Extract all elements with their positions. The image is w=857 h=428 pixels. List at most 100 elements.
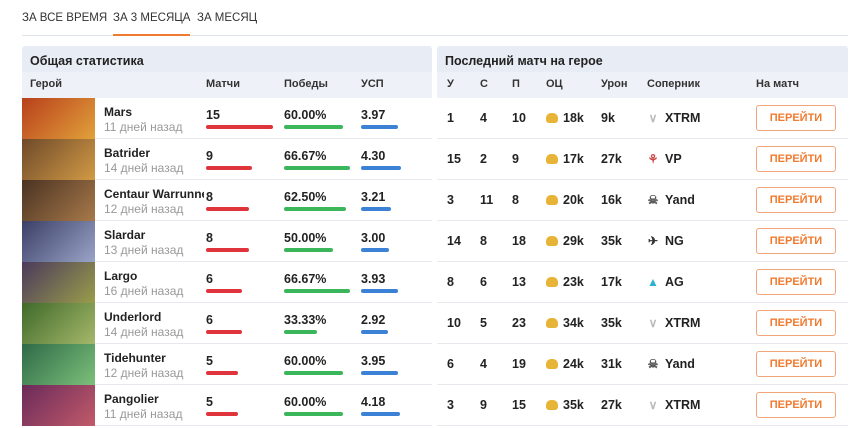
usp-bar xyxy=(361,371,398,375)
hero-row[interactable]: Centaur Warrunner 12 дней назад 8 62.50%… xyxy=(22,180,432,221)
gold-icon xyxy=(546,113,558,123)
matches-value: 6 xyxy=(206,272,213,286)
opponent-name: XTRM xyxy=(665,111,701,125)
tab-month[interactable]: ЗА МЕСЯЦ xyxy=(197,12,258,24)
gold-icon xyxy=(546,195,558,205)
tab-all-time[interactable]: ЗА ВСЕ ВРЕМЯ xyxy=(22,12,108,24)
assists: 23 xyxy=(512,316,526,330)
matches-value: 5 xyxy=(206,395,213,409)
ag-logo-icon: ▲ xyxy=(647,275,659,289)
period-tabs: ЗА ВСЕ ВРЕМЯ ЗА 3 МЕСЯЦА ЗА МЕСЯЦ xyxy=(22,0,848,36)
go-to-match-button[interactable]: ПЕРЕЙТИ xyxy=(756,310,836,336)
hero-row[interactable]: Mars 11 дней назад 15 60.00% 3.97 xyxy=(22,98,432,139)
yand-logo-icon: ☠ xyxy=(647,357,659,371)
hero-name[interactable]: Pangolier xyxy=(104,392,159,406)
wins-bar xyxy=(284,289,350,293)
xtrm-logo-icon: ∨ xyxy=(648,316,658,330)
hero-last-played: 16 дней назад xyxy=(104,284,184,298)
gold-icon xyxy=(546,318,558,328)
usp-bar xyxy=(361,125,398,129)
wins-bar xyxy=(284,248,334,252)
networth: 20k xyxy=(563,193,584,207)
wins-value: 60.00% xyxy=(284,395,327,409)
assists: 15 xyxy=(512,398,526,412)
assists: 13 xyxy=(512,275,526,289)
deaths: 2 xyxy=(480,152,487,166)
networth: 34k xyxy=(563,316,584,330)
matches-value: 8 xyxy=(206,231,213,245)
hero-row[interactable]: Largo 16 дней назад 6 66.67% 3.93 xyxy=(22,262,432,303)
deaths: 8 xyxy=(480,234,487,248)
hero-name[interactable]: Centaur Warrunner xyxy=(104,187,204,201)
usp-value: 3.21 xyxy=(361,190,386,204)
usp-value: 3.97 xyxy=(361,108,386,122)
hero-last-played: 12 дней назад xyxy=(104,202,184,216)
deaths: 4 xyxy=(480,357,487,371)
matches-bar xyxy=(206,330,242,334)
last-match-row: 14 8 18 29k 35k ✈ NG ПЕРЕЙТИ xyxy=(437,221,848,262)
col-deaths: С xyxy=(480,78,488,90)
go-to-match-button[interactable]: ПЕРЕЙТИ xyxy=(756,146,836,172)
usp-bar xyxy=(361,248,389,252)
last-match-row: 6 4 19 24k 31k ☠ Yand ПЕРЕЙТИ xyxy=(437,344,848,385)
networth: 35k xyxy=(563,398,584,412)
yand-logo-icon: ☠ xyxy=(647,193,659,207)
networth: 18k xyxy=(563,111,584,125)
kills: 15 xyxy=(447,152,461,166)
go-to-match-button[interactable]: ПЕРЕЙТИ xyxy=(756,351,836,377)
col-kills: У xyxy=(447,78,454,90)
tab-3-months[interactable]: ЗА 3 МЕСЯЦА xyxy=(113,12,191,36)
hero-portrait xyxy=(22,344,95,385)
hero-name[interactable]: Underlord xyxy=(104,310,162,324)
hero-row[interactable]: Tidehunter 12 дней назад 5 60.00% 3.95 xyxy=(22,344,432,385)
wins-value: 60.00% xyxy=(284,108,327,122)
hero-row[interactable]: Underlord 14 дней назад 6 33.33% 2.92 xyxy=(22,303,432,344)
go-to-match-button[interactable]: ПЕРЕЙТИ xyxy=(756,105,836,131)
hero-name[interactable]: Slardar xyxy=(104,228,146,242)
assists: 10 xyxy=(512,111,526,125)
deaths: 11 xyxy=(480,193,494,207)
deaths: 5 xyxy=(480,316,487,330)
hero-row[interactable]: Slardar 13 дней назад 8 50.00% 3.00 xyxy=(22,221,432,262)
usp-value: 3.93 xyxy=(361,272,386,286)
hero-name[interactable]: Largo xyxy=(104,269,138,283)
hero-last-played: 12 дней назад xyxy=(104,366,184,380)
go-to-match-button[interactable]: ПЕРЕЙТИ xyxy=(756,269,836,295)
usp-value: 4.18 xyxy=(361,395,386,409)
hero-portrait xyxy=(22,98,95,139)
deaths: 9 xyxy=(480,398,487,412)
hero-name[interactable]: Mars xyxy=(104,105,133,119)
usp-value: 4.30 xyxy=(361,149,386,163)
col-wins: Победы xyxy=(284,78,328,90)
usp-bar xyxy=(361,289,398,293)
hero-row[interactable]: Pangolier 11 дней назад 5 60.00% 4.18 xyxy=(22,385,432,426)
damage: 16k xyxy=(601,193,622,207)
matches-value: 15 xyxy=(206,108,220,122)
go-to-match-button[interactable]: ПЕРЕЙТИ xyxy=(756,187,836,213)
hero-last-played: 14 дней назад xyxy=(104,325,184,339)
matches-bar xyxy=(206,248,249,252)
kills: 1 xyxy=(447,111,454,125)
damage: 17k xyxy=(601,275,622,289)
damage: 27k xyxy=(601,152,622,166)
wins-value: 33.33% xyxy=(284,313,327,327)
usp-bar xyxy=(361,412,400,416)
usp-value: 3.00 xyxy=(361,231,386,245)
networth: 23k xyxy=(563,275,584,289)
hero-portrait xyxy=(22,221,95,262)
col-usp: УСП xyxy=(361,78,384,90)
wins-value: 50.00% xyxy=(284,231,327,245)
kills: 10 xyxy=(447,316,461,330)
hero-row[interactable]: Batrider 14 дней назад 9 66.67% 4.30 xyxy=(22,139,432,180)
hero-name[interactable]: Tidehunter xyxy=(104,351,166,365)
go-to-match-button[interactable]: ПЕРЕЙТИ xyxy=(756,228,836,254)
opponent-name: Yand xyxy=(665,193,695,207)
last-match-title: Последний матч на герое xyxy=(437,46,848,72)
hero-last-played: 11 дней назад xyxy=(104,407,183,421)
go-to-match-button[interactable]: ПЕРЕЙТИ xyxy=(756,392,836,418)
last-match-row: 3 9 15 35k 27k ∨ XTRM ПЕРЕЙТИ xyxy=(437,385,848,426)
hero-name[interactable]: Batrider xyxy=(104,146,151,160)
wins-bar xyxy=(284,207,346,211)
last-match-panel: Последний матч на герое У С П ОЦ Урон Со… xyxy=(437,46,848,426)
damage: 31k xyxy=(601,357,622,371)
